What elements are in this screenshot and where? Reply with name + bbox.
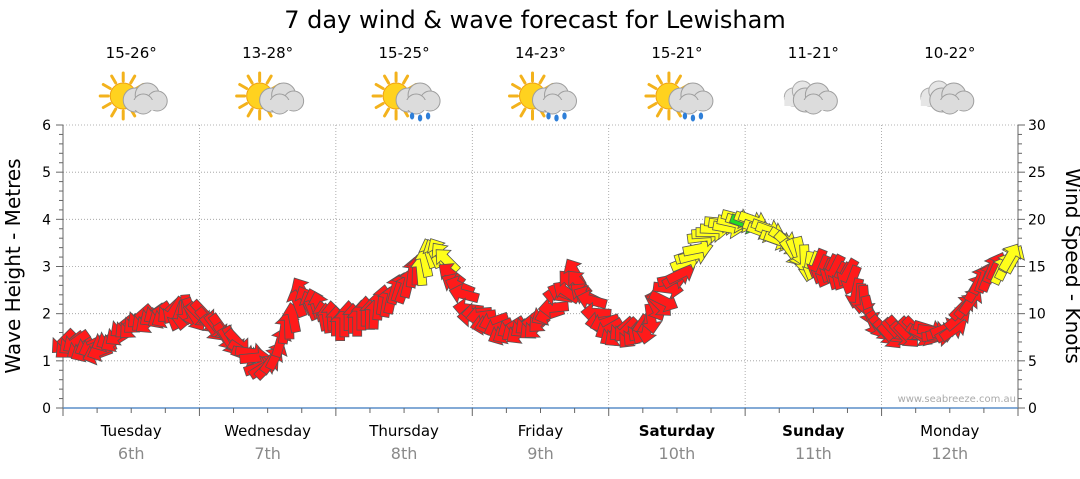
day-name-label: Thursday: [368, 422, 439, 440]
wind-arrow: [448, 282, 480, 305]
wind-arrow: [998, 243, 1022, 273]
day-name-label: Friday: [518, 422, 564, 440]
right-axis-label: Wind Speed - Knots: [1061, 168, 1080, 364]
temperature-label: 14-23°: [515, 44, 566, 62]
left-axis-tick-label: 5: [42, 165, 51, 181]
temperature-label: 10-22°: [924, 44, 975, 62]
cloudy-icon: [920, 80, 975, 115]
day-name-label: Tuesday: [100, 422, 162, 440]
day-name-label: Saturday: [639, 422, 716, 440]
right-axis-tick-label: 0: [1028, 401, 1037, 417]
day-date-label: 11th: [795, 444, 832, 463]
day-date-label: 8th: [391, 444, 418, 463]
partly-cloudy-showers-icon: [644, 71, 714, 122]
temperature-label: 15-21°: [651, 44, 702, 62]
day-date-label: 6th: [118, 444, 145, 463]
day-date-label: 10th: [659, 444, 696, 463]
day-date-label: 9th: [527, 444, 554, 463]
left-axis-tick-label: 1: [42, 354, 51, 370]
right-axis-tick-label: 25: [1028, 165, 1046, 181]
right-axis-tick-label: 5: [1028, 354, 1037, 370]
right-axis-tick-label: 20: [1028, 212, 1046, 228]
right-axis-tick-label: 15: [1028, 260, 1046, 276]
temperature-label: 13-28°: [242, 44, 293, 62]
day-date-label: 12th: [931, 444, 968, 463]
partly-cloudy-showers-icon: [508, 71, 577, 122]
partly-cloudy-icon: [98, 71, 168, 121]
left-axis-tick-label: 3: [42, 260, 51, 276]
partly-cloudy-showers-icon: [371, 71, 441, 122]
left-axis-tick-label: 2: [42, 307, 51, 323]
left-axis-tick-label: 4: [42, 212, 51, 228]
day-date-label: 7th: [254, 444, 281, 463]
left-axis-tick-label: 0: [42, 401, 51, 417]
day-name-label: Monday: [920, 422, 979, 440]
chart-title: 7 day wind & wave forecast for Lewisham: [284, 6, 785, 34]
day-name-label: Wednesday: [224, 422, 311, 440]
temperature-label: 11-21°: [788, 44, 839, 62]
temperature-label: 15-25°: [379, 44, 430, 62]
watermark: www.seabreeze.com.au: [898, 394, 1016, 405]
left-axis-label: Wave Height - Metres: [1, 158, 25, 373]
right-axis-tick-label: 10: [1028, 307, 1046, 323]
wind-arrow: [435, 249, 462, 275]
temperature-label: 15-26°: [106, 44, 157, 62]
day-name-label: Sunday: [782, 422, 845, 440]
right-axis-tick-label: 30: [1028, 118, 1046, 134]
left-axis-tick-label: 6: [42, 118, 51, 134]
cloudy-icon: [783, 80, 838, 115]
partly-cloudy-icon: [235, 71, 305, 121]
